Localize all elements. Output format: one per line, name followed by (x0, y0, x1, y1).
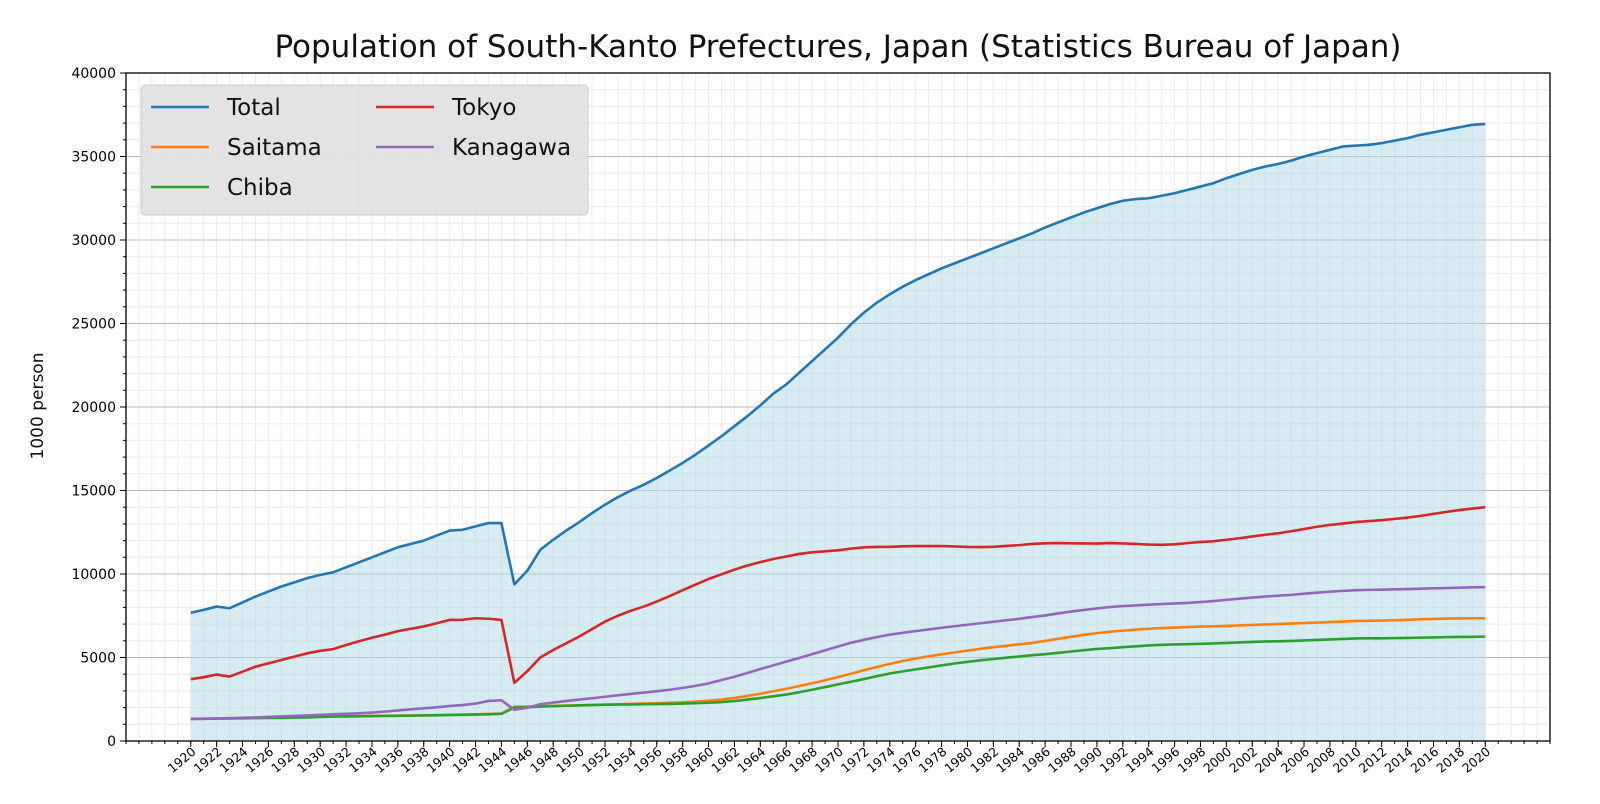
legend-label-kanagawa: Kanagawa (452, 135, 571, 161)
x-tick-label: 2008 (1304, 744, 1338, 776)
y-tick-label: 0 (107, 734, 116, 750)
x-tick-label: 1942 (449, 744, 483, 776)
legend-label-total: Total (226, 95, 281, 121)
x-tick-label: 1972 (838, 744, 872, 776)
x-tick-label: 2002 (1226, 744, 1260, 776)
x-tick-label: 1982 (967, 744, 1001, 776)
x-tick-label: 1938 (398, 744, 432, 776)
x-tick-label: 1950 (553, 744, 587, 776)
x-tick-label: 1996 (1148, 744, 1182, 776)
x-tick-label: 1990 (1071, 744, 1105, 776)
x-tick-label: 1956 (631, 744, 665, 776)
x-tick-label: 1948 (527, 744, 561, 776)
x-tick-label: 1978 (915, 744, 949, 776)
x-tick-label: 2016 (1407, 744, 1441, 776)
area-fill (190, 123, 1486, 741)
legend-label-saitama: Saitama (227, 135, 322, 161)
x-tick-label: 1984 (993, 744, 1027, 776)
x-tick-label: 1974 (864, 744, 898, 776)
y-tick-label: 10000 (71, 567, 116, 583)
x-tick-label: 1992 (1097, 744, 1131, 776)
x-tick-label: 1962 (708, 744, 742, 776)
y-tick-label: 25000 (71, 317, 116, 333)
x-tick-label: 1928 (268, 744, 302, 776)
x-tick-label: 1954 (605, 744, 639, 776)
legend-box (140, 84, 589, 216)
x-tick-label: 1980 (941, 744, 975, 776)
y-tick-label: 40000 (71, 66, 116, 82)
series-line-total (190, 122, 1486, 615)
x-tick-label: 2006 (1278, 744, 1312, 776)
chart-title: Population of South-Kanto Prefectures, J… (274, 29, 1401, 65)
x-tick-label: 2020 (1459, 744, 1493, 776)
x-tick-label: 1960 (682, 744, 716, 776)
x-tick-label: 2014 (1382, 744, 1416, 776)
y-tick-label: 35000 (71, 150, 116, 166)
x-tick-label: 1934 (346, 744, 380, 776)
x-tick-label: 1924 (216, 744, 250, 776)
x-tick-label: 1930 (294, 744, 328, 776)
x-tick-label: 1970 (812, 744, 846, 776)
x-tick-label: 2010 (1330, 744, 1364, 776)
y-tick-label: 20000 (71, 400, 116, 416)
area-fill-total (190, 123, 1486, 741)
x-tick-label: 1998 (1174, 744, 1208, 776)
y-axis-label: 1000 person (28, 353, 48, 460)
x-tick-label: 1932 (320, 744, 354, 776)
x-tick-label: 1994 (1123, 744, 1157, 776)
x-tick-label: 1986 (1019, 744, 1053, 776)
series-line-chiba (190, 635, 1486, 721)
x-tick-label: 1952 (579, 744, 613, 776)
x-tick-label: 1936 (372, 744, 406, 776)
legend: Total Saitama Chiba Tokyo Kanagawa (140, 84, 589, 216)
x-tick-label: 1926 (242, 744, 276, 776)
x-tick-label: 2018 (1433, 744, 1467, 776)
series-line-kanagawa (190, 585, 1486, 721)
series-lines (190, 122, 1486, 721)
legend-label-tokyo: Tokyo (451, 95, 516, 121)
x-tick-label: 1966 (760, 744, 794, 776)
x-tick-label: 1946 (501, 744, 535, 776)
x-tick-label: 2000 (1200, 744, 1234, 776)
x-tick-label: 1920 (165, 744, 199, 776)
x-tick-label: 1958 (657, 744, 691, 776)
x-tick-label: 1976 (890, 744, 924, 776)
x-tick-label: 1940 (424, 744, 458, 776)
x-tick-label: 2004 (1252, 744, 1286, 776)
y-tick-label: 5000 (80, 651, 116, 667)
x-tick-label: 1964 (734, 744, 768, 776)
series-line-tokyo (190, 505, 1486, 685)
x-tick-label: 2012 (1356, 744, 1390, 776)
legend-label-chiba: Chiba (227, 175, 293, 201)
y-tick-label: 15000 (71, 484, 116, 500)
x-tick-label: 1922 (191, 744, 225, 776)
x-tick-label: 1968 (786, 744, 820, 776)
x-tick-label: 1988 (1045, 744, 1079, 776)
x-tick-label: 1944 (475, 744, 509, 776)
y-tick-label: 30000 (71, 233, 116, 249)
